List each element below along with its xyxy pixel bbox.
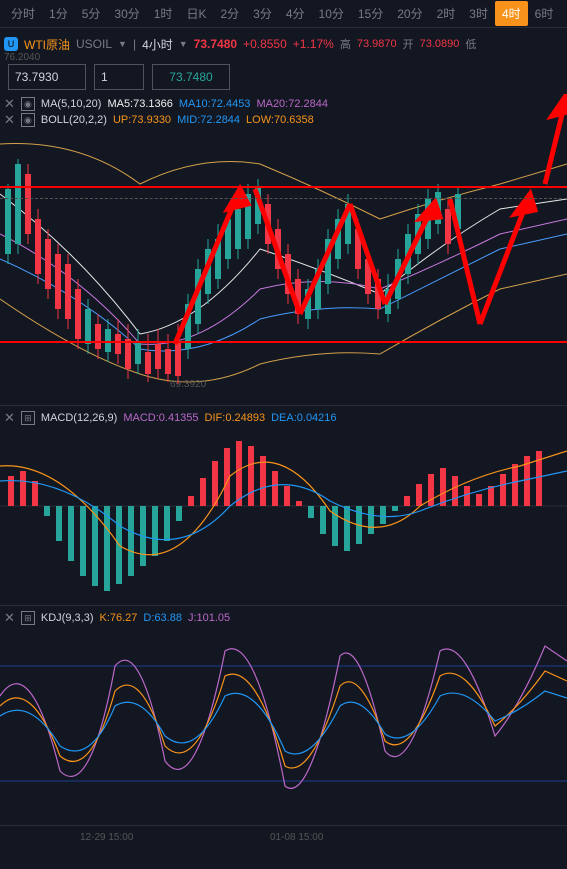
- timeframe-1时[interactable]: 1时: [147, 1, 180, 26]
- k-value: K:76.27: [99, 612, 137, 624]
- eye-icon[interactable]: ◉: [21, 113, 35, 127]
- timeframe-3分[interactable]: 3分: [246, 1, 279, 26]
- chevron-down-icon[interactable]: ▼: [118, 39, 127, 49]
- x-tick-1: 12-29 15:00: [80, 832, 133, 843]
- timeframe-1分[interactable]: 1分: [42, 1, 75, 26]
- close-icon[interactable]: ✕: [4, 610, 15, 626]
- price-change: +0.8550: [243, 37, 287, 51]
- d-value: D:63.88: [143, 612, 182, 624]
- timeframe-20分[interactable]: 20分: [390, 1, 429, 26]
- timeframe-4分[interactable]: 4分: [279, 1, 312, 26]
- timeframe-分时[interactable]: 分时: [4, 1, 42, 26]
- hi-label: 高: [340, 36, 351, 52]
- hi-value: 73.9870: [357, 38, 397, 50]
- main-chart-panel: ✕ ◉ MA(5,10,20) MA5:73.1366 MA10:72.4453…: [0, 94, 567, 406]
- close-icon[interactable]: ✕: [4, 112, 15, 128]
- timeframe-2分[interactable]: 2分: [213, 1, 246, 26]
- timeframe-bar: 分时1分5分30分1时日K2分3分4分10分15分20分2时3时4时6时: [0, 0, 567, 28]
- settings-icon[interactable]: ⊞: [21, 611, 35, 625]
- y-axis-top: 76.2040: [4, 52, 40, 63]
- timeframe-3时[interactable]: 3时: [462, 1, 495, 26]
- last-price: 73.7480: [194, 37, 237, 51]
- boll-low: LOW:70.6358: [246, 114, 314, 126]
- open-label: 开: [403, 36, 414, 52]
- timeframe-4时[interactable]: 4时: [495, 1, 528, 26]
- ma20-value: MA20:72.2844: [256, 98, 328, 110]
- timeframe-10分[interactable]: 10分: [312, 1, 351, 26]
- open-value: 73.0890: [420, 38, 460, 50]
- macd-indicator-row: ✕ ⊞ MACD(12,26,9) MACD:0.41355 DIF:0.248…: [4, 410, 337, 426]
- eye-icon[interactable]: ◉: [21, 97, 35, 111]
- kdj-panel: ✕ ⊞ KDJ(9,3,3) K:76.27 D:63.88 J:101.05: [0, 606, 567, 826]
- support-line[interactable]: [0, 341, 567, 343]
- symbol-bar: U WTI原油 USOIL ▼ | 4小时 ▼ 73.7480 +0.8550 …: [0, 28, 567, 60]
- resistance-line[interactable]: [0, 186, 567, 188]
- x-tick-2: 01-08 15:00: [270, 832, 323, 843]
- ma5-value: MA5:73.1366: [107, 98, 172, 110]
- candlestick-chart[interactable]: [0, 94, 567, 406]
- price-line: [0, 198, 567, 199]
- ma10-value: MA10:72.4453: [179, 98, 251, 110]
- macd-chart[interactable]: [0, 406, 567, 606]
- order-input-bar: 73.7480 76.2040: [0, 60, 567, 94]
- annotation-arrows: [175, 94, 567, 344]
- j-value: J:101.05: [188, 612, 230, 624]
- chevron-down-icon[interactable]: ▼: [179, 39, 188, 49]
- ma-settings[interactable]: MA(5,10,20): [41, 98, 102, 110]
- close-icon[interactable]: ✕: [4, 410, 15, 426]
- boll-up: UP:73.9330: [113, 114, 171, 126]
- boll-mid: MID:72.2844: [177, 114, 240, 126]
- macd-settings[interactable]: MACD(12,26,9): [41, 412, 117, 424]
- dif-value: DIF:0.24893: [205, 412, 266, 424]
- ask-button[interactable]: 73.7480: [152, 64, 230, 90]
- kdj-settings[interactable]: KDJ(9,3,3): [41, 612, 94, 624]
- low-label: 低: [465, 36, 476, 52]
- timeframe-30分[interactable]: 30分: [107, 1, 146, 26]
- settings-icon[interactable]: ⊞: [21, 411, 35, 425]
- kdj-chart[interactable]: [0, 606, 567, 826]
- macd-panel: ✕ ⊞ MACD(12,26,9) MACD:0.41355 DIF:0.248…: [0, 406, 567, 606]
- ma-indicator-row: ✕ ◉ MA(5,10,20) MA5:73.1366 MA10:72.4453…: [4, 96, 328, 112]
- symbol-name[interactable]: WTI原油: [24, 36, 70, 53]
- period-label[interactable]: 4小时: [142, 36, 173, 53]
- low-price-label: 69.3920: [170, 379, 206, 390]
- qty-input[interactable]: [8, 64, 86, 90]
- dea-value: DEA:0.04216: [271, 412, 336, 424]
- boll-settings[interactable]: BOLL(20,2,2): [41, 114, 107, 126]
- lots-input[interactable]: [94, 64, 144, 90]
- symbol-code: USOIL: [76, 37, 112, 51]
- macd-value: MACD:0.41355: [123, 412, 198, 424]
- timeframe-6时[interactable]: 6时: [528, 1, 561, 26]
- timeframe-15分[interactable]: 15分: [351, 1, 390, 26]
- price-pct: +1.17%: [293, 37, 334, 51]
- timeframe-5分[interactable]: 5分: [75, 1, 108, 26]
- close-icon[interactable]: ✕: [4, 96, 15, 112]
- symbol-icon: U: [4, 37, 18, 51]
- timeframe-2时[interactable]: 2时: [430, 1, 463, 26]
- x-axis: 12-29 15:00 01-08 15:00: [0, 826, 567, 850]
- boll-indicator-row: ✕ ◉ BOLL(20,2,2) UP:73.9330 MID:72.2844 …: [4, 112, 314, 128]
- timeframe-日K[interactable]: 日K: [179, 1, 213, 26]
- kdj-indicator-row: ✕ ⊞ KDJ(9,3,3) K:76.27 D:63.88 J:101.05: [4, 610, 230, 626]
